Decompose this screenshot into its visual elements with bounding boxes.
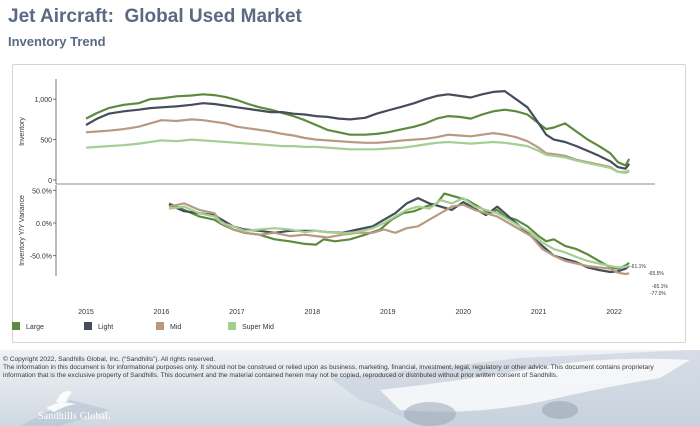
legend-label: Large bbox=[26, 324, 44, 331]
copyright-line: © Copyright 2022, Sandhills Global, Inc.… bbox=[3, 356, 216, 363]
x-tick-label: 2021 bbox=[531, 309, 547, 316]
legend-label: Super Mid bbox=[242, 324, 274, 331]
x-tick-label: 2022 bbox=[606, 309, 622, 316]
copyright-notice: © Copyright 2022, Sandhills Global, Inc.… bbox=[3, 356, 697, 380]
y-axis-title: Inventory bbox=[19, 117, 26, 146]
page-subtitle: Inventory Trend bbox=[8, 34, 106, 49]
page-title: Jet Aircraft: Global Used Market bbox=[8, 6, 302, 27]
y-tick-label: -50.0% bbox=[30, 254, 52, 261]
copyright-line: The information in this document is for … bbox=[3, 364, 654, 371]
chart-frame bbox=[12, 64, 686, 343]
y-tick-label: 0 bbox=[48, 178, 52, 185]
series-line-light bbox=[168, 197, 630, 274]
y-axis-title: Inventory Y/Y Variance bbox=[19, 195, 26, 266]
footer: © Copyright 2022, Sandhills Global, Inc.… bbox=[0, 350, 700, 426]
x-tick-label: 2017 bbox=[229, 309, 245, 316]
variance-end-labels: -61.1%-65.5% -77.0%-65.1% bbox=[630, 264, 668, 297]
series-line-light bbox=[85, 90, 631, 170]
legend-label: Mid bbox=[170, 324, 181, 331]
x-tick-label: 2018 bbox=[305, 309, 321, 316]
variance-axis: 50.0% 0.0% -50.0% Inventory Y/Y Variance bbox=[19, 183, 655, 276]
series-line-mid bbox=[168, 202, 630, 276]
series-end-label: -65.5% bbox=[648, 271, 664, 277]
series-line-mid bbox=[85, 118, 630, 174]
inventory-series bbox=[85, 90, 631, 174]
y-tick-label: 50.0% bbox=[32, 188, 52, 195]
copyright-line: information that is the exclusive proper… bbox=[3, 372, 558, 379]
legend-swatch bbox=[12, 322, 20, 330]
series-line-large bbox=[85, 93, 631, 167]
legend-swatch bbox=[84, 322, 92, 330]
y-tick-label: 0.0% bbox=[36, 221, 52, 228]
series-line-super-mid bbox=[85, 138, 630, 173]
jet-aircraft-illustration bbox=[20, 350, 700, 426]
y-tick-label: 500 bbox=[40, 138, 52, 145]
x-tick-label: 2016 bbox=[154, 309, 170, 316]
x-tick-label: 2019 bbox=[380, 309, 396, 316]
legend-swatch bbox=[156, 322, 164, 330]
y-tick-label: 1,000 bbox=[34, 97, 52, 104]
series-end-label: -65.1% bbox=[652, 284, 668, 290]
x-tick-label: 2020 bbox=[455, 309, 471, 316]
variance-series bbox=[168, 192, 630, 276]
x-tick-label: 2015 bbox=[78, 309, 94, 316]
series-end-label: -61.1% bbox=[630, 264, 646, 270]
inventory-axis: 0 500 1,000 Inventory bbox=[19, 79, 57, 185]
series-line-super-mid bbox=[168, 197, 630, 269]
legend: Large Light Mid Super Mid bbox=[12, 322, 274, 331]
brand-logo: Sandhills Global. bbox=[38, 411, 111, 422]
series-end-label: -77.0% bbox=[650, 291, 666, 297]
legend-swatch bbox=[228, 322, 236, 330]
legend-label: Light bbox=[98, 324, 113, 331]
chart-area: 0 500 1,000 Inventory 50.0% 0.0% -50.0% Invent… bbox=[12, 79, 668, 331]
x-axis: 2015 2016 2017 2018 2019 2020 2021 2022 bbox=[78, 309, 622, 316]
